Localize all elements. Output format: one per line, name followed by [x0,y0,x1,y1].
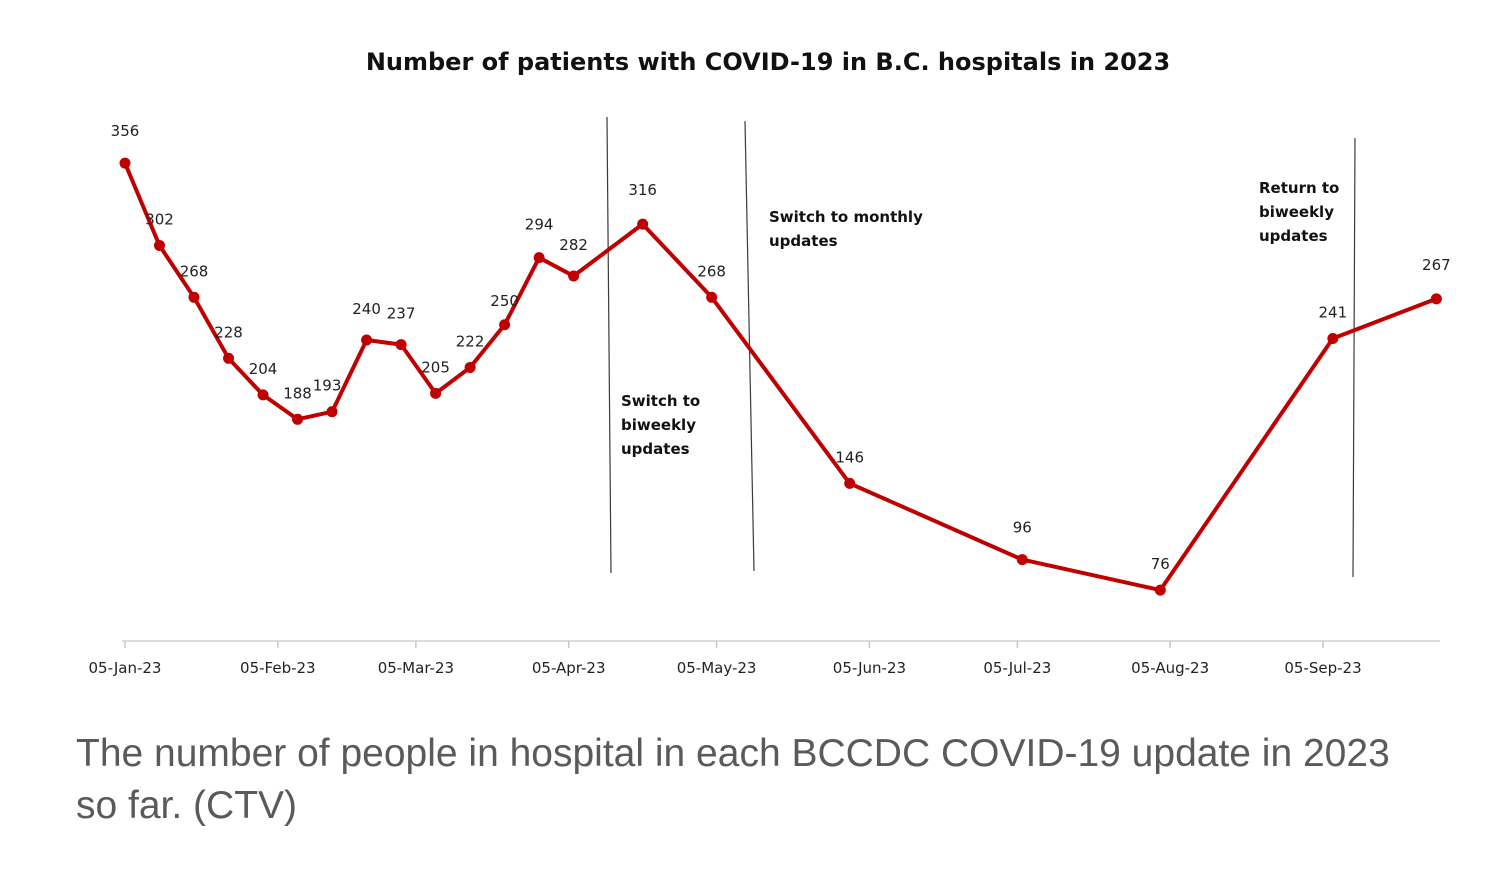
data-point [154,239,166,251]
data-label: 204 [249,360,278,378]
data-label: 282 [559,236,588,254]
data-point [1327,332,1339,344]
data-label: 241 [1319,303,1348,321]
data-point [430,387,442,399]
annotation-text: updates [769,232,838,250]
data-point [1016,554,1028,566]
reference-line [606,116,612,574]
data-label: 228 [214,323,243,341]
data-point [464,361,476,373]
data-label: 356 [111,122,140,140]
data-label: 188 [283,384,312,402]
data-label: 237 [387,305,416,323]
x-tick-label: 05-Jun-23 [833,659,906,677]
data-label: 267 [1422,256,1451,274]
data-point [533,252,545,264]
data-point [844,477,856,489]
data-label: 250 [490,292,519,310]
x-tick-label: 05-Sep-23 [1284,659,1361,677]
data-label: 193 [313,377,342,395]
data-point [361,334,373,346]
data-label: 302 [145,210,174,228]
data-labels: 356 302 268 228 204 188 193 240 237 205 222 250 294 2… [111,122,1451,573]
annotation-text: biweekly [1259,203,1334,221]
data-point [499,319,511,331]
annotation-text: updates [621,440,690,458]
x-tick-label: 05-Mar-23 [378,659,454,677]
image-caption: The number of people in hospital in each… [76,732,1390,827]
data-label: 146 [835,448,864,466]
data-point [1430,293,1442,305]
data-label: 76 [1151,555,1170,573]
annotation-text: Switch to monthly [769,208,923,226]
data-point [395,339,407,351]
chart-title: Number of patients with COVID-19 in B.C.… [366,48,1170,76]
data-label: 268 [180,262,209,280]
x-tick-label: 05-Apr-23 [532,659,606,677]
data-point [119,157,131,169]
data-label: 205 [421,358,450,376]
data-point [1154,584,1166,596]
data-point [326,406,338,418]
data-point [223,352,235,364]
reference-lines [606,116,1356,578]
data-point [706,291,718,303]
x-tick-label: 05-Jul-23 [983,659,1051,677]
x-tick-label: 05-Feb-23 [240,659,316,677]
data-label: 316 [628,181,657,199]
data-point [257,389,269,401]
annotations: Switch to biweekly updates Switch to monthl… [621,179,1339,458]
data-label: 96 [1013,519,1032,537]
annotation-text: updates [1259,227,1328,245]
annotation-text: biweekly [621,416,696,434]
series [119,157,1442,596]
chart-figure: Number of patients with COVID-19 in B.C.… [89,48,1451,677]
line-chart: Number of patients with COVID-19 in B.C.… [89,48,1451,677]
data-point [637,218,649,230]
data-point [188,291,200,303]
data-label: 222 [456,332,485,350]
data-label: 268 [697,262,726,280]
x-tick-label: 05-Jan-23 [89,659,162,677]
annotation-text: Switch to [621,392,700,410]
data-label: 240 [352,300,381,318]
data-point [568,270,580,282]
data-point [292,413,304,425]
reference-line [1352,137,1356,578]
data-label: 294 [525,216,554,234]
x-tick-label: 05-May-23 [677,659,757,677]
x-tick-label: 05-Aug-23 [1131,659,1209,677]
x-axis-ticks: 05-Jan-23 05-Feb-23 05-Mar-23 05-Apr-23 05-M… [89,641,1362,677]
annotation-text: Return to [1259,179,1339,197]
